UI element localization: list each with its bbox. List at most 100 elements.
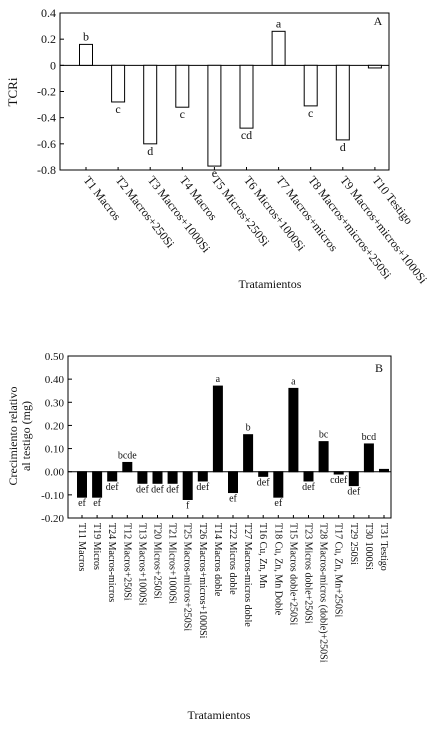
panel-a-y-tick-label: -0.8 [37, 163, 56, 177]
panel-b-significance-letter: a [216, 374, 221, 385]
panel-a-significance-letter: b [83, 29, 89, 43]
panel-b-category-label: T31 Testigo [378, 523, 389, 571]
panel-b-significance-letter: def [136, 484, 149, 495]
panel-b-significance-letter: def [302, 482, 315, 493]
panel-a-significance-letter: a [276, 16, 282, 30]
panel-a-bar [367, 64, 382, 69]
panel-a-significance-letter: cd [241, 128, 252, 142]
panel-b-y-axis-title-line: al testigo (mg) [19, 401, 33, 471]
panel-b-category-label: T23 Micros doble+250Si [303, 523, 314, 624]
panel-b-significance-letter: a [291, 376, 296, 387]
panel-b-label: B [375, 361, 383, 375]
panel-b-bar [137, 471, 148, 484]
panel-b-bar [197, 471, 208, 482]
panel-b-y-axis-title-line: Crecimiento relativo [6, 387, 20, 486]
panel-b-bar [379, 468, 389, 473]
panel-b-y-tick-label: -0.20 [41, 513, 64, 525]
panel-a-bar [175, 64, 190, 108]
panel-b-category-label: T13 Macros+1000Si [136, 523, 147, 606]
panel-b-y-tick-label: 0.10 [45, 444, 65, 456]
panel-a-bar [79, 43, 93, 66]
panel-b-y-tick-label: 0.30 [45, 397, 65, 409]
panel-a-bar [239, 64, 254, 129]
panel-a-significance-letter: e [212, 166, 217, 180]
panel-b-bar [333, 471, 344, 475]
panel-b-y-tick-label: 0.20 [45, 420, 65, 432]
panel-b-significance-letter: f [186, 500, 190, 511]
panel-b-y-tick-label: 0.00 [45, 467, 65, 479]
panel-b-category-label: T27 Macros-micros doble [242, 523, 253, 627]
panel-b-bar [273, 471, 284, 498]
panel-b-category-label: T18 Cu, Zn, Mn Doble [272, 523, 283, 616]
panel-b-category-label: T21 Micros+1000Si [167, 523, 178, 604]
panel-a-significance-letter: d [340, 140, 346, 154]
panel-b-significance-letter: bcde [118, 450, 137, 461]
panel-a-bar [143, 64, 158, 145]
panel-b-category-label: T14 Macros doble [212, 523, 223, 597]
panel-b-significance-letter: def [196, 482, 209, 493]
panel-a-bar [335, 64, 350, 141]
panel-b-significance-letter: b [246, 423, 251, 434]
panel-b-bar [243, 434, 254, 473]
panel-b-significance-letter: ef [93, 498, 101, 509]
panel-b-significance-letter: bc [319, 430, 329, 441]
panel-b-category-label: T12 Macros+250Si [121, 523, 132, 601]
panel-b-y-tick-label: 0.50 [45, 351, 65, 363]
panel-b-significance-letter: def [166, 484, 179, 495]
panel-b-bar [363, 443, 374, 473]
panel-b-significance-letter: bcd [362, 432, 376, 443]
panel-b-category-label: T28 Macros-micros (doble)+250Si [318, 523, 329, 663]
panel-a-y-tick-label: 0.2 [41, 32, 56, 46]
panel-b-bar [318, 441, 329, 473]
panel-b-category-label: T24 Macros-micros [106, 523, 117, 602]
panel-b-y-tick-label: 0.40 [45, 374, 65, 386]
panel-b-significance-letter: ef [229, 494, 237, 505]
panel-b-bar [92, 471, 103, 498]
panel-b-bar [303, 471, 314, 482]
panel-b-bar [258, 471, 269, 477]
panel-b-bar [152, 471, 163, 484]
panel-a-label: A [374, 14, 383, 28]
panel-b-category-label: T16 Cu, Zn, Mn [257, 523, 268, 588]
panel-a-bar [111, 64, 126, 103]
panel-b-category-label: T26 Macros+micros+1000Si [197, 523, 208, 639]
panel-b-bar [348, 471, 359, 487]
panel-a-y-tick-label: 0 [50, 58, 56, 72]
panel-b-category-label: T22 Micros doble [227, 523, 238, 595]
panel-b-category-label: T20 Micros+250Si [152, 523, 163, 599]
panel-b-bar [288, 387, 299, 473]
panel-b-bar [228, 471, 238, 494]
panel-a-significance-letter: c [308, 106, 313, 120]
panel-b-bar [182, 471, 193, 500]
panel-a-y-axis-title: TCRi [5, 77, 20, 106]
panel-b-frame [67, 355, 392, 519]
panel-a-bar [271, 30, 286, 66]
panel-b-significance-letter: cdef [330, 475, 348, 486]
panel-b-bar [77, 471, 87, 498]
panel-b-significance-letter: def [257, 477, 270, 488]
panel-b-bar [122, 461, 133, 473]
panel-b-bar [167, 471, 178, 484]
panel-b-category-label: T29 250Si [348, 523, 359, 565]
panel-b-x-axis-title: Tratamientos [188, 708, 251, 722]
panel-a-y-tick-label: -0.6 [37, 137, 56, 151]
panel-a-bar [303, 64, 318, 107]
panel-b-significance-letter: ef [274, 498, 282, 509]
panel-a-significance-letter: c [180, 107, 185, 121]
panel-b-significance-letter: def [106, 482, 119, 493]
panel-b-y-axis-title: Crecimiento relativoal testigo (mg) [6, 387, 33, 486]
panel-b-bar [212, 385, 223, 473]
panel-b-significance-letter: def [151, 484, 164, 495]
panel-b-significance-letter: def [347, 487, 360, 498]
panel-b-y-tick-label: -0.10 [41, 490, 64, 502]
panel-b-category-label: T17 Cu, Zn, Mn+250Si [333, 523, 344, 617]
panel-b-category-label: T11 Macros [76, 523, 87, 571]
panel-a-y-tick-label: -0.4 [37, 111, 56, 125]
panel-a-y-tick-label: -0.2 [37, 85, 56, 99]
panel-b-significance-letter: ef [78, 498, 86, 509]
panel-a-x-axis-title: Tratamientos [239, 277, 302, 291]
panel-b-category-label: T19 Micros [91, 523, 102, 570]
panel-a-significance-letter: c [115, 102, 120, 116]
panel-a-y-tick-label: 0.4 [41, 6, 56, 20]
